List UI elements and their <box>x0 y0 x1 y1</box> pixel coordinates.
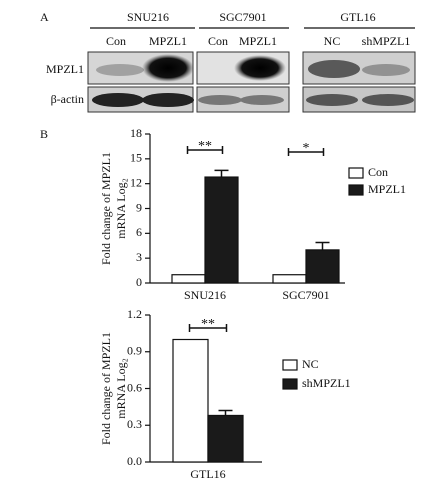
lane-label: shMPZL1 <box>362 34 411 48</box>
cell-line: SGC7901 <box>219 10 266 24</box>
panel-label: A <box>40 10 49 24</box>
legend-label: shMPZL1 <box>302 376 351 390</box>
legend-label: MPZL1 <box>368 182 406 196</box>
legend-label: Con <box>368 165 388 179</box>
y-tick-label: 18 <box>130 126 142 140</box>
lane-label: NC <box>324 34 341 48</box>
bar <box>207 414 244 463</box>
significance-label: ** <box>198 139 212 154</box>
y-tick-label: 9 <box>136 200 142 214</box>
lane-label: MPZL1 <box>239 34 277 48</box>
y-tick-label: 0.9 <box>127 344 142 358</box>
y-tick-label: 3 <box>136 250 142 264</box>
significance-bracket <box>186 146 224 154</box>
y-axis-label: Fold change of MPZL1 <box>99 152 113 265</box>
lane-label: MPZL1 <box>149 34 187 48</box>
y-tick-label: 1.2 <box>127 307 142 321</box>
cell-line: GTL16 <box>340 10 375 24</box>
x-tick-label: GTL16 <box>190 467 225 481</box>
bar <box>171 274 206 284</box>
cell-line: SNU216 <box>127 10 169 24</box>
y-tick-label: 0.3 <box>127 417 142 431</box>
lane-label: Con <box>208 34 228 48</box>
bar <box>272 274 307 284</box>
bar <box>305 249 340 284</box>
bar <box>172 338 209 463</box>
y-tick-label: 12 <box>130 175 142 189</box>
panel-label: B <box>40 127 48 141</box>
blot-membrane <box>87 51 416 113</box>
x-tick-label: SGC7901 <box>282 288 329 302</box>
y-tick-label: 0.0 <box>127 454 142 468</box>
y-axis-label: mRNA Log₂ <box>114 358 128 419</box>
y-tick-label: 0.6 <box>127 380 142 394</box>
y-tick-label: 6 <box>136 225 142 239</box>
y-tick-label: 0 <box>136 275 142 289</box>
legend-swatch <box>348 184 364 196</box>
significance-label: * <box>303 141 310 156</box>
legend-swatch <box>282 378 298 390</box>
error-bar <box>214 169 229 178</box>
bar <box>204 176 239 284</box>
x-tick-label: SNU216 <box>184 288 226 302</box>
error-bar <box>218 409 233 416</box>
y-axis-label: mRNA Log₂ <box>114 178 128 239</box>
significance-label: ** <box>201 317 215 332</box>
row-label: MPZL1 <box>46 62 84 76</box>
legend-swatch <box>282 359 298 371</box>
legend-swatch <box>348 167 364 179</box>
y-axis-label: Fold change of MPZL1 <box>99 332 113 445</box>
error-bar <box>315 241 330 250</box>
row-label: β-actin <box>51 92 84 106</box>
significance-bracket <box>287 148 325 156</box>
significance-bracket <box>188 324 228 332</box>
y-tick-label: 15 <box>130 151 142 165</box>
legend-label: NC <box>302 357 319 371</box>
lane-label: Con <box>106 34 126 48</box>
